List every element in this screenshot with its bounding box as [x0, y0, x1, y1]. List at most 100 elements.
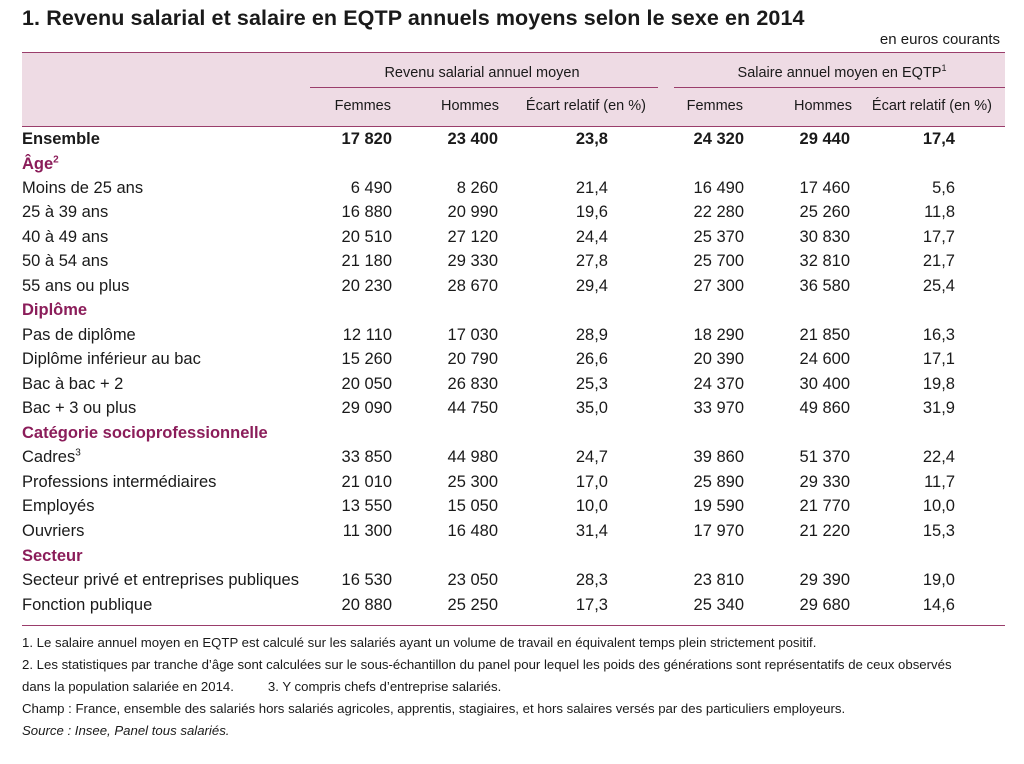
cell-ecart-salaire: 17,4	[922, 130, 955, 148]
cell-hommes-salaire: 24 600	[799, 350, 850, 368]
cell-ecart-salaire: 14,6	[922, 596, 955, 614]
cell-ecart-revenu: 35,0	[575, 399, 608, 417]
group-header-salaire: Salaire annuel moyen en EQTP1	[677, 63, 1007, 81]
footnote-marker: 3	[75, 447, 81, 459]
table-header: Revenu salarial annuel moyen Salaire ann…	[22, 52, 1005, 127]
cell-femmes-salaire: 18 290	[693, 326, 744, 344]
cell-femmes-salaire: 25 370	[693, 228, 744, 246]
row-label-text: Cadres	[22, 448, 76, 466]
cell-ecart-salaire: 19,8	[922, 375, 955, 393]
col-header-femmes-2: Femmes	[686, 98, 743, 114]
note-3: 3. Y compris chefs d’entreprise salariés…	[267, 679, 502, 694]
cell-hommes-salaire: 29 330	[799, 473, 850, 491]
cell-hommes-revenu: 44 750	[447, 399, 498, 417]
cell-femmes-revenu: 20 510	[341, 228, 392, 246]
row-label: Employés	[22, 497, 94, 516]
cell-hommes-revenu: 20 990	[447, 203, 498, 221]
row-label-text: 40 à 49 ans	[22, 228, 109, 246]
cell-femmes-salaire: 24 370	[693, 375, 744, 393]
row-label: Cadres3	[22, 448, 81, 467]
cell-ecart-revenu: 26,6	[575, 350, 608, 368]
cell-hommes-revenu: 27 120	[447, 228, 498, 246]
cell-ecart-salaire: 25,4	[922, 277, 955, 295]
cell-hommes-revenu: 44 980	[447, 448, 498, 466]
cell-hommes-revenu: 23 050	[447, 571, 498, 589]
row-label: 25 à 39 ans	[22, 203, 108, 222]
cell-femmes-revenu: 12 110	[342, 326, 392, 344]
col-header-hommes-1: Hommes	[440, 98, 499, 114]
row-label: Diplôme	[22, 301, 87, 320]
cell-ecart-revenu: 28,9	[575, 326, 608, 344]
cell-femmes-salaire: 33 970	[693, 399, 744, 417]
table-row: Professions intermédiaires 21 010 25 300 17…	[0, 473, 1024, 497]
table-row: 55 ans ou plus 20 230 28 670 29,4 27 300 36 5…	[0, 277, 1024, 301]
col-header-ecart-1: Écart relatif (en %)	[525, 98, 646, 114]
row-label: Pas de diplôme	[22, 326, 136, 345]
cell-hommes-salaire: 32 810	[799, 252, 850, 270]
cell-femmes-revenu: 16 880	[341, 203, 392, 221]
table-row: Employés 13 550 15 050 10,0 19 590 21 770 10,0	[0, 497, 1024, 521]
section-row: Diplôme	[0, 301, 1024, 325]
cell-hommes-salaire: 25 260	[799, 203, 850, 221]
note-2-3: dans la population salariée en 2014. 3. Y…	[22, 676, 1012, 698]
cell-ecart-revenu: 17,0	[575, 473, 608, 491]
row-label: Moins de 25 ans	[22, 179, 143, 198]
cell-femmes-salaire: 39 860	[693, 448, 744, 466]
row-label-text: Pas de diplôme	[22, 326, 136, 344]
section-row: Secteur	[0, 547, 1024, 571]
row-label-text: Ensemble	[22, 130, 100, 148]
cell-femmes-revenu: 20 050	[341, 375, 392, 393]
cell-ecart-salaire: 5,6	[932, 179, 955, 197]
cell-ecart-salaire: 19,0	[922, 571, 955, 589]
cell-femmes-salaire: 25 700	[693, 252, 744, 270]
cell-femmes-revenu: 11 300	[342, 522, 392, 540]
cell-hommes-revenu: 16 480	[447, 522, 498, 540]
table-row: 40 à 49 ans 20 510 27 120 24,4 25 370 30 830 1…	[0, 228, 1024, 252]
cell-ecart-revenu: 29,4	[575, 277, 608, 295]
cell-ecart-salaire: 21,7	[922, 252, 955, 270]
cell-femmes-revenu: 20 880	[341, 596, 392, 614]
cell-femmes-revenu: 21 180	[341, 252, 392, 270]
row-label: Secteur privé et entreprises publiques	[22, 571, 299, 590]
cell-ecart-revenu: 28,3	[575, 571, 608, 589]
cell-femmes-revenu: 33 850	[341, 448, 392, 466]
row-label: Ensemble	[22, 130, 100, 149]
cell-femmes-salaire: 23 810	[693, 571, 744, 589]
cell-femmes-salaire: 24 320	[693, 130, 744, 148]
row-label-text: Ouvriers	[22, 522, 85, 540]
cell-hommes-salaire: 29 680	[799, 596, 850, 614]
footnote-marker: 1	[941, 63, 947, 74]
table-row: Secteur privé et entreprises publiques 16…	[0, 571, 1024, 595]
cell-ecart-revenu: 21,4	[575, 179, 608, 197]
row-label: 50 à 54 ans	[22, 252, 108, 271]
table-row: Pas de diplôme 12 110 17 030 28,9 18 290 21 8…	[0, 326, 1024, 350]
cell-hommes-revenu: 25 300	[447, 473, 498, 491]
row-label: Âge2	[22, 155, 59, 174]
cell-femmes-salaire: 25 890	[693, 473, 744, 491]
group-divider-right	[674, 87, 1005, 88]
bottom-rule	[22, 625, 1005, 626]
cell-ecart-revenu: 27,8	[575, 252, 608, 270]
cell-hommes-revenu: 15 050	[447, 497, 498, 515]
row-label: 40 à 49 ans	[22, 228, 108, 247]
col-header-ecart-2: Écart relatif (en %)	[871, 98, 992, 114]
cell-hommes-salaire: 21 770	[799, 497, 850, 515]
footnotes: 1. Le salaire annuel moyen en EQTP est c…	[22, 632, 1012, 742]
cell-ecart-salaire: 22,4	[922, 448, 955, 466]
row-label-text: Bac à bac + 2	[22, 375, 124, 393]
cell-hommes-salaire: 21 220	[799, 522, 850, 540]
row-label-text: Employés	[22, 497, 95, 515]
section-row: Âge2	[0, 155, 1024, 179]
group-header-revenu-label: Revenu salarial annuel moyen	[384, 65, 580, 81]
row-label-text: Professions intermédiaires	[22, 473, 217, 491]
cell-femmes-revenu: 6 490	[350, 179, 392, 197]
table-title: 1. Revenu salarial et salaire en EQTP an…	[22, 6, 805, 30]
cell-femmes-salaire: 19 590	[693, 497, 744, 515]
cell-femmes-salaire: 25 340	[693, 596, 744, 614]
row-label: Professions intermédiaires	[22, 473, 216, 492]
total-row: Ensemble 17 820 23 400 23,8 24 320 29 440 17,4	[0, 130, 1024, 154]
cell-ecart-revenu: 19,6	[575, 203, 608, 221]
cell-hommes-revenu: 25 250	[447, 596, 498, 614]
row-label: Ouvriers	[22, 522, 84, 541]
cell-femmes-salaire: 27 300	[693, 277, 744, 295]
